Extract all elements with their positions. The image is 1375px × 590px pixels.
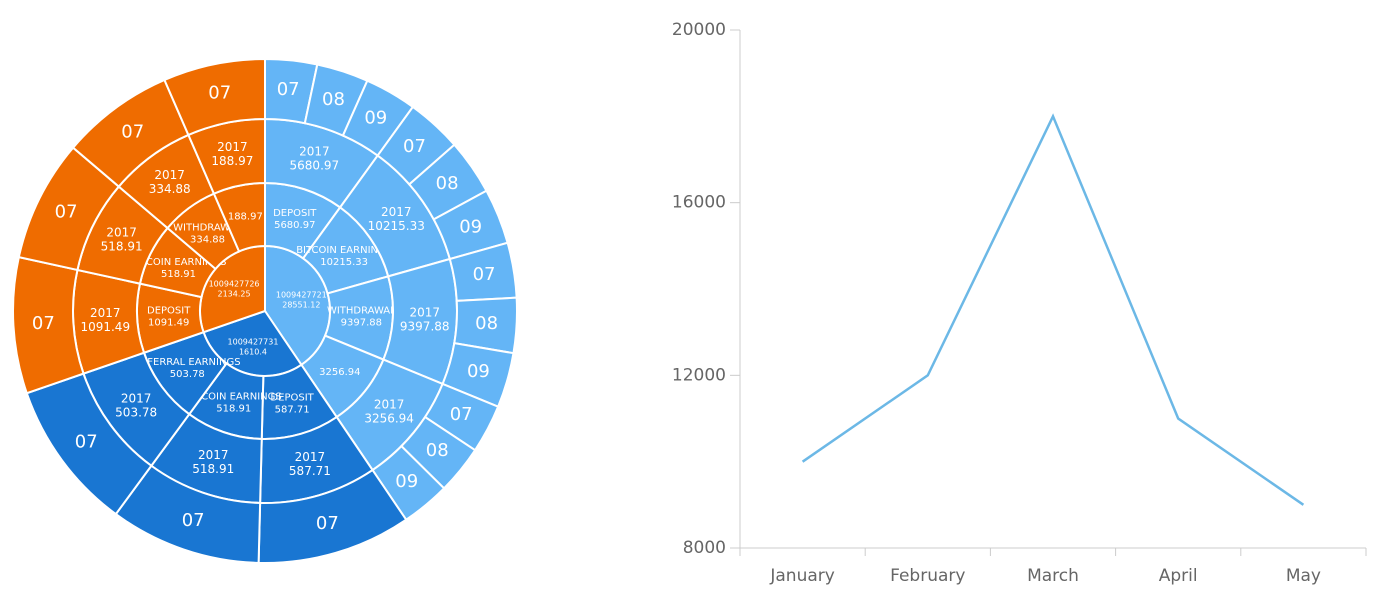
segment-label: 2017 — [198, 448, 229, 462]
segment-label: 09 — [467, 361, 490, 382]
segment-label: 09 — [459, 216, 482, 237]
segment-value: 587.71 — [275, 405, 310, 416]
segment-value: 10215.33 — [320, 257, 368, 268]
y-tick-label: 20000 — [672, 20, 726, 40]
segment-value: 334.88 — [190, 234, 225, 245]
segment-label: 08 — [475, 313, 498, 334]
segment-label: 1009427726 — [209, 279, 260, 288]
segment-label: BITCOIN EARNINGS — [296, 245, 392, 256]
segment-value: 28551.12 — [282, 300, 320, 309]
x-tick-label: March — [1027, 566, 1079, 586]
segment-label: 2017 — [217, 140, 248, 154]
segment-label: DEPOSIT — [270, 393, 314, 404]
segment-value: 1610.4 — [239, 348, 267, 357]
segment-label: DEPOSIT — [147, 306, 191, 317]
segment-label: 07 — [121, 122, 144, 143]
segment-label: 08 — [436, 173, 459, 194]
segment-label: 09 — [395, 471, 418, 492]
segment-label: WITHDRAWAL — [327, 306, 396, 317]
segment-label: 07 — [208, 83, 231, 104]
segment-label: 07 — [277, 79, 300, 100]
segment-label: 07 — [75, 432, 98, 453]
segment-label: 07 — [403, 136, 426, 157]
line-series — [801, 113, 1305, 506]
segment-label: 2017 — [295, 450, 326, 464]
segment-label: 2017 — [409, 306, 440, 320]
segment-value: 518.91 — [161, 269, 196, 280]
y-tick-label: 12000 — [672, 365, 726, 385]
segment-label: 2017 — [90, 306, 121, 320]
segment-value: 3256.94 — [364, 411, 414, 425]
y-tick-label: 8000 — [683, 538, 726, 558]
segment-label: 2017 — [381, 205, 412, 219]
segment-value: 3256.94 — [319, 367, 360, 378]
segment-value: 9397.88 — [400, 320, 450, 334]
segment-label: 07 — [32, 313, 55, 334]
segment-label: 07 — [55, 201, 78, 222]
segment-label: 09 — [364, 108, 387, 129]
segment-label: 2017 — [299, 144, 330, 158]
segment-label: BITCOIN EARNINGS — [186, 391, 282, 402]
segment-label: 07 — [316, 513, 339, 534]
segment-label: 07 — [450, 404, 473, 425]
segment-value: 188.97 — [211, 154, 253, 168]
segment-value: 5680.97 — [290, 158, 340, 172]
segment-label: 2017 — [106, 225, 137, 239]
segment-label: 08 — [426, 440, 449, 461]
segment-value: 503.78 — [170, 369, 205, 380]
x-tick-label: January — [769, 566, 834, 586]
segment-label: 07 — [473, 264, 496, 285]
segment-label: 07 — [182, 510, 205, 531]
segment-value: 188.97 — [228, 212, 263, 223]
segment-label: 08 — [322, 89, 345, 110]
x-tick-label: May — [1286, 566, 1321, 586]
segment-label: REFERRAL EARNINGS — [134, 357, 241, 368]
segment-value: 1091.49 — [80, 320, 130, 334]
segment-label: BITCOIN EARNINGS — [131, 257, 227, 268]
segment-value: 9397.88 — [341, 318, 382, 329]
segment-value: 518.91 — [101, 239, 143, 253]
sunburst-chart: 100942772128551.12DEPOSIT5680.9720175680… — [12, 57, 518, 564]
segment-label: 2017 — [154, 168, 185, 182]
segment-value: 334.88 — [149, 182, 191, 196]
segment-value: 2134.25 — [218, 289, 251, 298]
line-chart: 8000 12000 16000 20000 January February March A… — [672, 20, 1367, 586]
segment-label: WITHDRAWAL — [173, 222, 242, 233]
segment-value: 5680.97 — [274, 220, 315, 231]
month-segment — [163, 57, 266, 137]
segment-label: 2017 — [121, 391, 152, 405]
segment-value: 587.71 — [289, 464, 331, 478]
segment-value: 1091.49 — [148, 318, 189, 329]
segment-value: 518.91 — [192, 462, 234, 476]
segment-label: 1009427721 — [276, 290, 327, 299]
segment-value: 10215.33 — [368, 219, 425, 233]
segment-label: 1009427731 — [228, 338, 279, 347]
segment-label: 2017 — [374, 397, 405, 411]
x-tick-label: April — [1159, 566, 1198, 586]
x-tick-label: February — [890, 566, 965, 586]
segment-value: 503.78 — [115, 405, 157, 419]
segment-value: 518.91 — [216, 403, 251, 414]
y-tick-label: 16000 — [672, 193, 726, 213]
segment-label: DEPOSIT — [273, 208, 317, 219]
